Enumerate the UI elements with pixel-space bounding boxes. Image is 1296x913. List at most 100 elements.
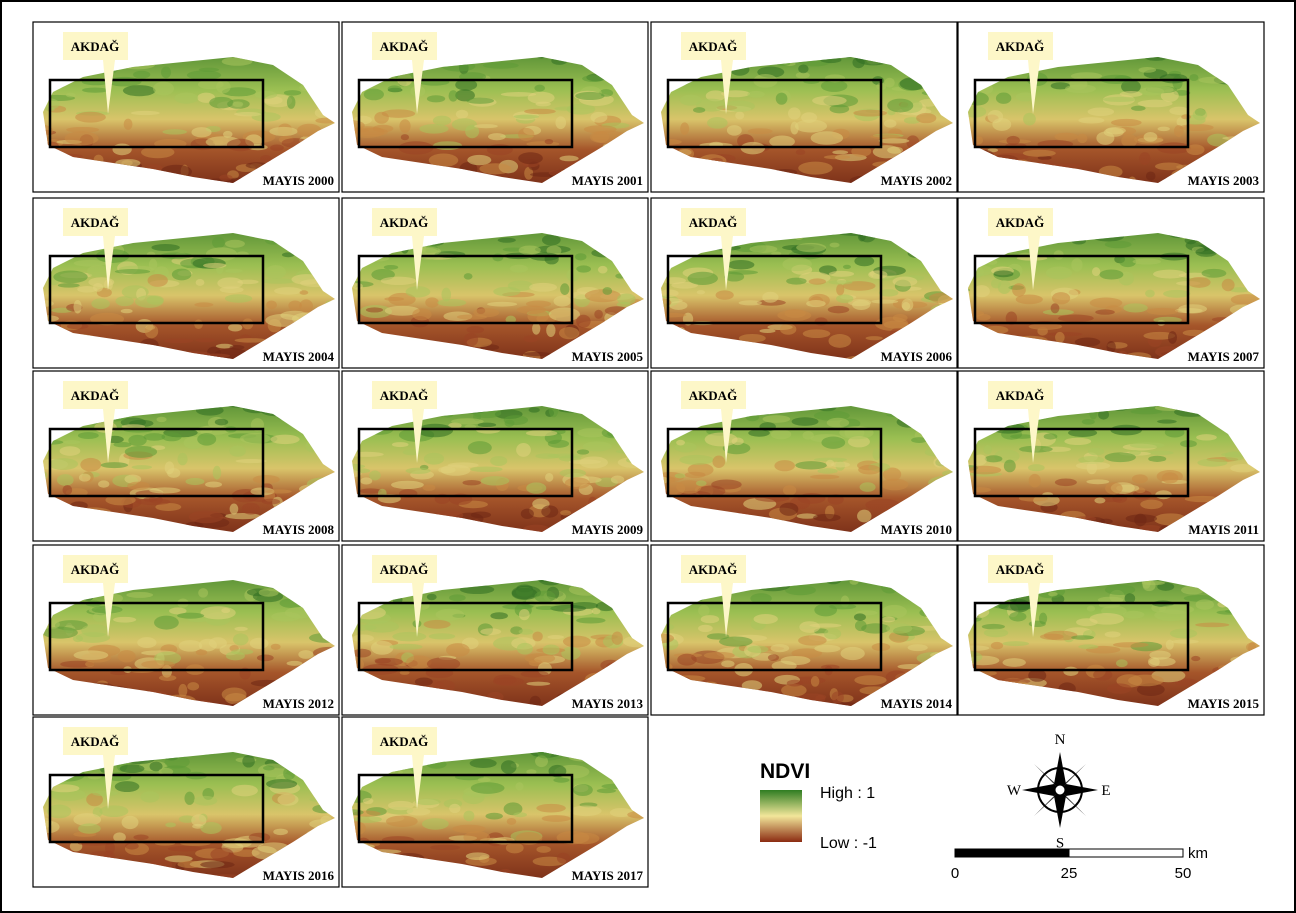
- ndvi-patch: [1023, 113, 1036, 126]
- ndvi-patch: [590, 112, 607, 123]
- ndvi-patch: [698, 625, 713, 632]
- ndvi-patch: [560, 283, 569, 295]
- ndvi-patch: [463, 811, 474, 822]
- ndvi-patch: [723, 101, 755, 112]
- ndvi-patch: [798, 635, 827, 645]
- ndvi-patch: [253, 475, 280, 484]
- ndvi-patch: [1082, 419, 1095, 425]
- map-panel: AKDAĞMAYIS 2003: [945, 22, 1280, 192]
- ndvi-patch: [884, 78, 894, 88]
- ndvi-patch: [200, 861, 234, 868]
- ndvi-patch: [727, 125, 742, 136]
- ndvi-patch: [199, 68, 219, 72]
- ndvi-patch: [515, 782, 523, 791]
- scale-tick-label: 25: [1061, 865, 1078, 882]
- ndvi-patch: [433, 141, 462, 150]
- ndvi-patch: [232, 101, 243, 107]
- ndvi-patch: [1155, 162, 1183, 170]
- ndvi-patch: [677, 654, 696, 666]
- ndvi-patch: [498, 238, 516, 243]
- ndvi-patch: [994, 270, 1014, 277]
- ndvi-patch: [187, 70, 221, 80]
- ndvi-patch: [985, 455, 1003, 462]
- ndvi-patch: [524, 352, 551, 356]
- ndvi-patch: [1132, 474, 1148, 483]
- panel-title: MAYIS 2005: [572, 349, 644, 364]
- ndvi-patch: [768, 654, 779, 661]
- ndvi-patch: [536, 846, 550, 853]
- ndvi-patch: [873, 448, 881, 460]
- ndvi-patch: [60, 446, 81, 456]
- ndvi-patch: [406, 468, 431, 474]
- ndvi-patch: [787, 680, 803, 687]
- ndvi-patch: [750, 245, 778, 253]
- ndvi-patch: [663, 277, 686, 284]
- area-label: AKDAĞ: [380, 734, 428, 749]
- ndvi-patch: [299, 299, 313, 312]
- ndvi-patch: [546, 324, 555, 337]
- ndvi-patch: [884, 119, 897, 127]
- ndvi-patch: [688, 463, 714, 476]
- ndvi-patch: [483, 62, 519, 69]
- ndvi-patch: [1009, 612, 1026, 622]
- ndvi-patch: [131, 111, 160, 115]
- ndvi-patch: [462, 480, 480, 485]
- ndvi-patch: [154, 616, 179, 630]
- ndvi-patch: [417, 424, 453, 438]
- ndvi-patch: [675, 473, 686, 478]
- ndvi-patch: [505, 420, 515, 427]
- ndvi-patch: [1196, 599, 1214, 609]
- ndvi-patch: [388, 801, 414, 810]
- ndvi-patch: [524, 109, 556, 114]
- panel-title: MAYIS 2004: [263, 349, 335, 364]
- ndvi-patch: [559, 155, 578, 161]
- ndvi-patch: [363, 798, 374, 804]
- ndvi-patch: [832, 691, 844, 703]
- ndvi-patch: [122, 816, 139, 829]
- ndvi-patch: [1077, 134, 1087, 143]
- ndvi-patch: [1028, 464, 1045, 471]
- area-label: AKDAĞ: [71, 388, 119, 403]
- ndvi-patch: [798, 162, 832, 175]
- ndvi-patch: [401, 134, 409, 140]
- ndvi-patch: [1029, 621, 1046, 627]
- ndvi-patch: [780, 656, 810, 665]
- ndvi-patch: [1100, 270, 1124, 280]
- ndvi-patch: [237, 280, 258, 285]
- ndvi-patch: [577, 449, 589, 454]
- ndvi-patch: [92, 790, 118, 796]
- ndvi-patch: [576, 617, 605, 623]
- area-label: AKDAĞ: [996, 215, 1044, 230]
- ndvi-patch: [161, 66, 171, 78]
- ndvi-patch: [858, 465, 881, 475]
- ndvi-patch: [174, 92, 198, 103]
- ndvi-patch: [1058, 315, 1094, 322]
- ndvi-patch: [151, 244, 179, 251]
- ndvi-patch: [187, 682, 199, 690]
- legend-low: Low : -1: [820, 835, 877, 852]
- ndvi-patch: [747, 91, 764, 98]
- ndvi-patch: [1019, 446, 1053, 453]
- ndvi-patch: [121, 309, 133, 313]
- ndvi-patch: [261, 278, 295, 283]
- panel-title: MAYIS 2013: [572, 696, 644, 711]
- ndvi-patch: [429, 633, 455, 639]
- ndvi-patch: [220, 286, 244, 293]
- ndvi-patch: [115, 269, 151, 274]
- ndvi-patch: [1103, 97, 1136, 102]
- ndvi-patch: [565, 477, 590, 489]
- ndvi-patch: [98, 480, 109, 487]
- ndvi-patch: [1116, 659, 1128, 667]
- ndvi-patch: [611, 476, 624, 484]
- ndvi-patch: [162, 432, 182, 441]
- ndvi-patch: [732, 437, 744, 445]
- ndvi-patch: [513, 812, 527, 817]
- ndvi-patch: [375, 658, 403, 666]
- ndvi-patch: [156, 417, 166, 422]
- ndvi-patch: [857, 510, 871, 523]
- ndvi-patch: [1040, 634, 1064, 640]
- ndvi-patch: [415, 678, 433, 686]
- ndvi-patch: [1158, 127, 1170, 131]
- ndvi-patch: [854, 256, 874, 266]
- panel-title: MAYIS 2010: [881, 522, 952, 537]
